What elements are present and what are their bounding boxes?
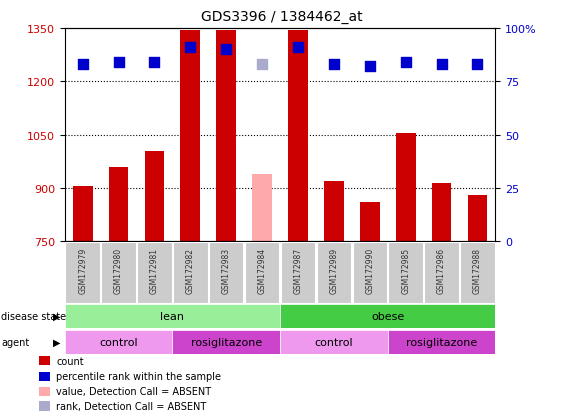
Bar [352, 242, 387, 304]
Text: disease state: disease state [1, 311, 66, 321]
Text: lean: lean [160, 311, 185, 321]
Bar [181, 31, 200, 242]
Text: GSM172983: GSM172983 [222, 247, 231, 293]
Point [222, 47, 231, 53]
Point [473, 62, 482, 69]
Point [78, 62, 87, 69]
Text: GDS3396 / 1384462_at: GDS3396 / 1384462_at [200, 10, 363, 24]
Text: GSM172986: GSM172986 [437, 247, 446, 293]
Text: GSM172980: GSM172980 [114, 247, 123, 293]
Bar [324, 181, 344, 242]
Bar [73, 187, 92, 242]
Text: GSM172984: GSM172984 [258, 247, 267, 293]
Bar [65, 242, 100, 304]
Bar [137, 242, 172, 304]
Point [437, 62, 446, 69]
Text: GSM172985: GSM172985 [401, 247, 410, 293]
Bar [172, 330, 280, 354]
Point [150, 59, 159, 66]
Point [258, 62, 267, 69]
Point [186, 45, 195, 51]
Text: rosiglitazone: rosiglitazone [191, 337, 262, 347]
Bar [432, 183, 452, 242]
Text: count: count [56, 356, 84, 366]
Bar [65, 330, 172, 354]
Bar [145, 151, 164, 242]
Text: control: control [315, 337, 353, 347]
Bar [281, 242, 315, 304]
Bar [209, 242, 243, 304]
Bar [461, 242, 495, 304]
Text: ▶: ▶ [53, 311, 61, 321]
Bar [173, 242, 208, 304]
Text: GSM172987: GSM172987 [293, 247, 302, 293]
Text: rank, Detection Call = ABSENT: rank, Detection Call = ABSENT [56, 401, 207, 411]
Point [114, 59, 123, 66]
Bar [388, 242, 423, 304]
Bar [101, 242, 136, 304]
Text: GSM172979: GSM172979 [78, 247, 87, 293]
Bar [245, 242, 279, 304]
Bar [65, 304, 280, 328]
Text: obese: obese [371, 311, 404, 321]
Text: GSM172982: GSM172982 [186, 247, 195, 293]
Bar [280, 304, 495, 328]
Text: GSM172981: GSM172981 [150, 247, 159, 293]
Point [329, 62, 338, 69]
Bar [109, 167, 128, 242]
Text: rosiglitazone: rosiglitazone [406, 337, 477, 347]
Bar [396, 133, 415, 242]
Bar [388, 330, 495, 354]
Bar [360, 203, 379, 242]
Bar [468, 195, 488, 242]
Bar [425, 242, 459, 304]
Point [365, 64, 374, 71]
Text: percentile rank within the sample: percentile rank within the sample [56, 371, 221, 381]
Bar [216, 31, 236, 242]
Point [293, 45, 302, 51]
Text: GSM172989: GSM172989 [329, 247, 338, 293]
Bar [252, 174, 272, 242]
Text: control: control [99, 337, 138, 347]
Text: agent: agent [1, 337, 29, 347]
Text: GSM172988: GSM172988 [473, 247, 482, 293]
Bar [317, 242, 351, 304]
Point [401, 59, 410, 66]
Text: ▶: ▶ [53, 337, 61, 347]
Text: value, Detection Call = ABSENT: value, Detection Call = ABSENT [56, 386, 212, 396]
Text: GSM172990: GSM172990 [365, 247, 374, 293]
Bar [280, 330, 388, 354]
Bar [288, 31, 308, 242]
